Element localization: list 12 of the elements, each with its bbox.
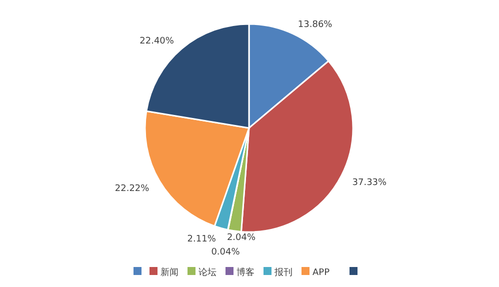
data-label: 13.86% [298, 20, 333, 30]
legend-label: APP [312, 268, 330, 278]
data-label: 2.04% [226, 232, 256, 243]
data-label: 2.11% [187, 234, 216, 245]
data-label: 22.22% [114, 184, 150, 194]
legend-label: 论坛 [198, 267, 216, 278]
legend-label: 报刊 [274, 267, 292, 278]
data-label: 37.33% [352, 178, 388, 188]
legend-label: 博客 [236, 267, 254, 278]
data-label: 22.40% [140, 36, 174, 47]
data-label: 0.04% [211, 248, 240, 258]
legend-label: 新闻 [160, 267, 178, 278]
